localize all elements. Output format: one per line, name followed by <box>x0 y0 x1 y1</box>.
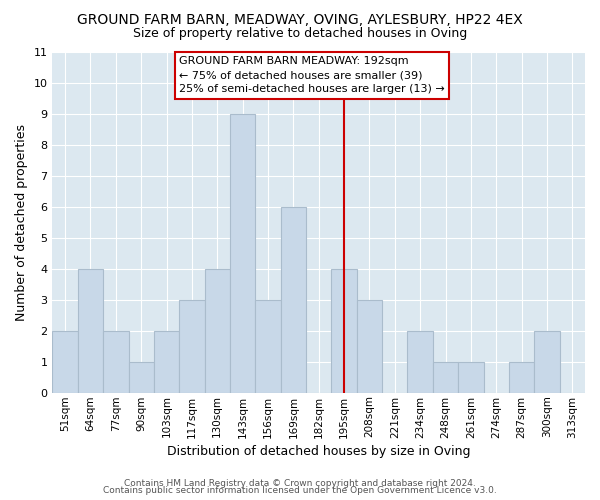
Bar <box>331 268 357 392</box>
Bar <box>458 362 484 392</box>
Bar <box>509 362 534 392</box>
Bar <box>357 300 382 392</box>
Bar <box>256 300 281 392</box>
Bar <box>154 330 179 392</box>
Text: Size of property relative to detached houses in Oving: Size of property relative to detached ho… <box>133 28 467 40</box>
Text: GROUND FARM BARN, MEADWAY, OVING, AYLESBURY, HP22 4EX: GROUND FARM BARN, MEADWAY, OVING, AYLESB… <box>77 12 523 26</box>
Bar <box>534 330 560 392</box>
Bar <box>103 330 128 392</box>
Text: Contains public sector information licensed under the Open Government Licence v3: Contains public sector information licen… <box>103 486 497 495</box>
Bar <box>407 330 433 392</box>
X-axis label: Distribution of detached houses by size in Oving: Distribution of detached houses by size … <box>167 444 470 458</box>
Bar <box>179 300 205 392</box>
Text: Contains HM Land Registry data © Crown copyright and database right 2024.: Contains HM Land Registry data © Crown c… <box>124 478 476 488</box>
Bar <box>128 362 154 392</box>
Text: GROUND FARM BARN MEADWAY: 192sqm
← 75% of detached houses are smaller (39)
25% o: GROUND FARM BARN MEADWAY: 192sqm ← 75% o… <box>179 56 445 94</box>
Y-axis label: Number of detached properties: Number of detached properties <box>15 124 28 320</box>
Bar <box>205 268 230 392</box>
Bar <box>433 362 458 392</box>
Bar <box>230 114 256 392</box>
Bar <box>78 268 103 392</box>
Bar <box>281 206 306 392</box>
Bar <box>52 330 78 392</box>
